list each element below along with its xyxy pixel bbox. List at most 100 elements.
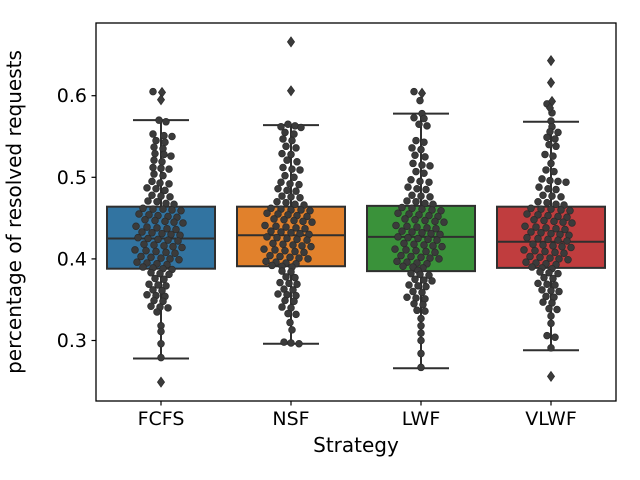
swarm-point [422, 185, 430, 194]
swarm-point [545, 140, 553, 149]
swarm-point [168, 206, 176, 214]
swarm-point [293, 158, 301, 166]
swarm-point [413, 223, 421, 231]
swarm-point [137, 252, 145, 261]
swarm-point [542, 292, 550, 301]
swarm-point [539, 241, 547, 249]
swarm-point [411, 215, 419, 224]
swarm-point [410, 240, 418, 248]
swarm-point [301, 224, 309, 233]
swarm-point [139, 263, 147, 271]
swarm-point [160, 275, 168, 284]
swarm-point [537, 205, 545, 213]
swarm-point [281, 246, 289, 255]
swarm-point [435, 255, 443, 263]
swarm-point [269, 239, 277, 248]
swarm-point [152, 247, 160, 256]
swarm-point [426, 254, 434, 262]
swarm-point [154, 281, 162, 289]
swarm-point [157, 327, 165, 336]
swarm-point [147, 269, 155, 277]
swarm-point [152, 184, 160, 193]
swarm-point [278, 267, 286, 275]
swarm-point [408, 191, 416, 200]
swarm-point [271, 246, 279, 254]
swarm-point [303, 212, 311, 221]
swarm-point [287, 268, 295, 276]
swarm-point [426, 162, 434, 170]
swarm-point [283, 156, 291, 164]
swarm-point [550, 217, 558, 226]
swarm-point [397, 251, 405, 260]
swarm-point [531, 246, 539, 255]
swarm-point [287, 229, 295, 237]
swarm-point [549, 152, 557, 160]
swarm-point [169, 242, 177, 251]
swarm-point [546, 254, 554, 262]
swarm-point [162, 199, 170, 208]
swarm-point [158, 158, 166, 166]
swarm-point [159, 297, 167, 306]
swarm-point [417, 253, 425, 262]
swarm-point [134, 233, 142, 242]
swarm-point [281, 128, 289, 137]
swarm-point [404, 233, 412, 242]
swarm-point [547, 312, 555, 320]
swarm-point [421, 307, 429, 315]
swarm-point [554, 128, 562, 137]
swarm-point [286, 318, 294, 327]
swarm-point [415, 120, 423, 129]
swarm-point [276, 252, 284, 261]
swarm-point [278, 192, 286, 200]
x-tick-label: LWF [402, 408, 441, 430]
swarm-point [418, 288, 426, 297]
swarm-point [159, 171, 167, 180]
swarm-point [161, 217, 169, 226]
swarm-point [418, 205, 426, 213]
swarm-point [161, 138, 169, 146]
swarm-point [268, 261, 276, 270]
swarm-point [409, 287, 417, 296]
swarm-point [399, 262, 407, 270]
swarm-point [552, 224, 560, 233]
swarm-point [165, 180, 173, 188]
swarm-point [157, 164, 165, 173]
outlier-diamond [156, 94, 166, 106]
swarm-point [277, 178, 285, 186]
swarm-point [291, 273, 299, 282]
swarm-point [296, 166, 304, 174]
swarm-point [272, 222, 280, 231]
swarm-point [551, 281, 559, 289]
swarm-point [394, 209, 402, 217]
swarm-point [544, 235, 552, 244]
swarm-point [274, 210, 282, 218]
swarm-point [409, 159, 417, 168]
swarm-point [552, 185, 560, 194]
swarm-point [550, 167, 558, 176]
swarm-point [538, 175, 546, 183]
swarm-point [274, 184, 282, 193]
swarm-point [557, 193, 565, 201]
swarm-point [142, 246, 150, 255]
outlier-diamond [546, 77, 556, 89]
y-tick-label: 0.5 [57, 167, 87, 189]
swarm-point [282, 223, 290, 231]
swarm-point [159, 205, 167, 213]
swarm-point [165, 165, 173, 173]
swarm-point [554, 236, 562, 244]
swarm-point [290, 297, 298, 306]
swarm-point [421, 153, 429, 161]
swarm-point [567, 243, 575, 252]
swarm-point [562, 178, 570, 186]
swarm-point [547, 205, 555, 213]
swarm-point [527, 228, 535, 236]
swarm-point [158, 229, 166, 238]
swarm-point [412, 246, 420, 255]
swarm-point [413, 306, 421, 315]
outlier-diamond [545, 102, 555, 114]
swarm-point [179, 219, 187, 227]
swarm-point [304, 255, 312, 263]
swarm-point [555, 287, 563, 296]
swarm-point [563, 213, 571, 222]
